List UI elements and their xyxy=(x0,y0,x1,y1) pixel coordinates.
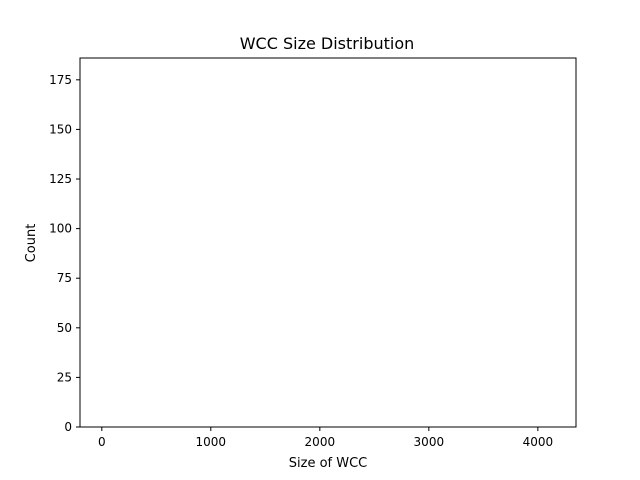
y-axis-ticks: 0 25 50 75 100 125 150 175 xyxy=(49,73,80,434)
x-tick-label: 1000 xyxy=(196,435,227,449)
y-tick-label: 25 xyxy=(57,370,72,384)
y-tick-label: 75 xyxy=(57,271,72,285)
y-tick-label: 125 xyxy=(49,172,72,186)
x-axis-ticks: 0 1000 2000 3000 4000 xyxy=(98,427,553,449)
y-tick-label: 50 xyxy=(57,321,72,335)
x-tick-label: 4000 xyxy=(523,435,554,449)
x-tick-label: 2000 xyxy=(305,435,336,449)
y-tick-label: 100 xyxy=(49,222,72,236)
y-tick-label: 175 xyxy=(49,73,72,87)
chart-title: WCC Size Distribution xyxy=(240,34,415,53)
y-tick-label: 150 xyxy=(49,122,72,136)
x-axis-label: Size of WCC xyxy=(289,456,368,471)
x-tick-label: 0 xyxy=(98,435,106,449)
plot-area-frame xyxy=(79,57,577,428)
y-axis-label: Count xyxy=(24,224,39,263)
y-tick-label: 0 xyxy=(64,420,72,434)
x-tick-label: 3000 xyxy=(414,435,445,449)
